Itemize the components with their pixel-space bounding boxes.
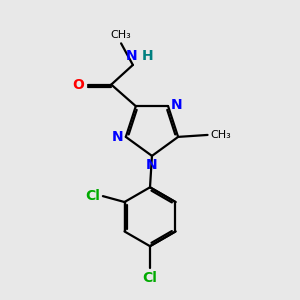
- Text: CH₃: CH₃: [211, 130, 231, 140]
- Text: N: N: [146, 158, 158, 172]
- Text: Cl: Cl: [142, 271, 158, 285]
- Text: N: N: [111, 130, 123, 144]
- Text: H: H: [142, 49, 153, 63]
- Text: N: N: [126, 49, 138, 63]
- Text: O: O: [72, 78, 84, 92]
- Text: CH₃: CH₃: [111, 30, 131, 40]
- Text: N: N: [171, 98, 183, 112]
- Text: Cl: Cl: [85, 189, 100, 203]
